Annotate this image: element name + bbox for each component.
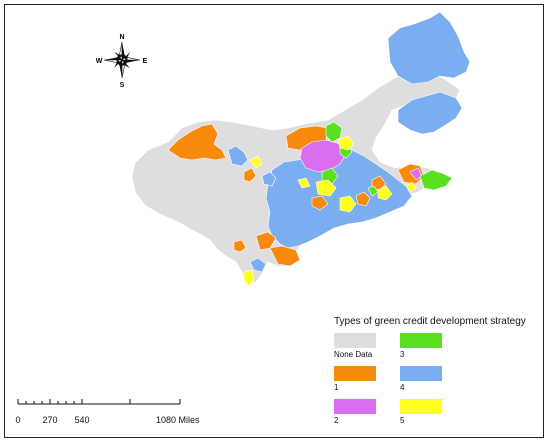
legend-items: None Data 1 2 3 4 5 <box>334 333 544 437</box>
legend-swatch-1 <box>334 366 376 381</box>
legend-item-2: 2 <box>334 399 414 425</box>
legend-swatch-none-data <box>334 333 376 348</box>
scale-bar <box>17 399 181 405</box>
compass-n: N <box>119 34 124 41</box>
legend-item-1: 1 <box>334 366 414 392</box>
legend-label-2: 2 <box>334 416 339 425</box>
compass-s: S <box>120 82 125 89</box>
legend-item-3: 3 <box>400 333 480 359</box>
legend-swatch-3 <box>400 333 442 348</box>
legend-item-none-data: None Data <box>334 333 414 359</box>
legend-swatch-4 <box>400 366 442 381</box>
compass-icon: N S E W <box>96 34 148 89</box>
legend-label-4: 4 <box>400 383 405 392</box>
scale-tick-540: 540 <box>74 415 89 425</box>
legend-label-5: 5 <box>400 416 405 425</box>
region-type-1 <box>167 123 425 267</box>
legend-swatch-2 <box>334 399 376 414</box>
scale-tick-0: 0 <box>15 415 20 425</box>
legend-label-1: 1 <box>334 383 339 392</box>
region-type-5 <box>243 135 417 287</box>
compass-w: W <box>96 58 103 65</box>
legend-item-5: 5 <box>400 399 480 425</box>
legend-label-none-data: None Data <box>334 350 373 359</box>
scale-tick-270: 270 <box>42 415 57 425</box>
compass-e: E <box>143 58 148 65</box>
legend: Types of green credit development strate… <box>334 316 544 437</box>
region-type-2 <box>299 139 423 181</box>
legend-swatch-5 <box>400 399 442 414</box>
legend-label-3: 3 <box>400 350 405 359</box>
legend-title: Types of green credit development strate… <box>334 316 526 327</box>
scale-tick-1080: 1080 Miles <box>156 415 200 425</box>
region-type-3 <box>321 121 453 197</box>
legend-item-4: 4 <box>400 366 480 392</box>
